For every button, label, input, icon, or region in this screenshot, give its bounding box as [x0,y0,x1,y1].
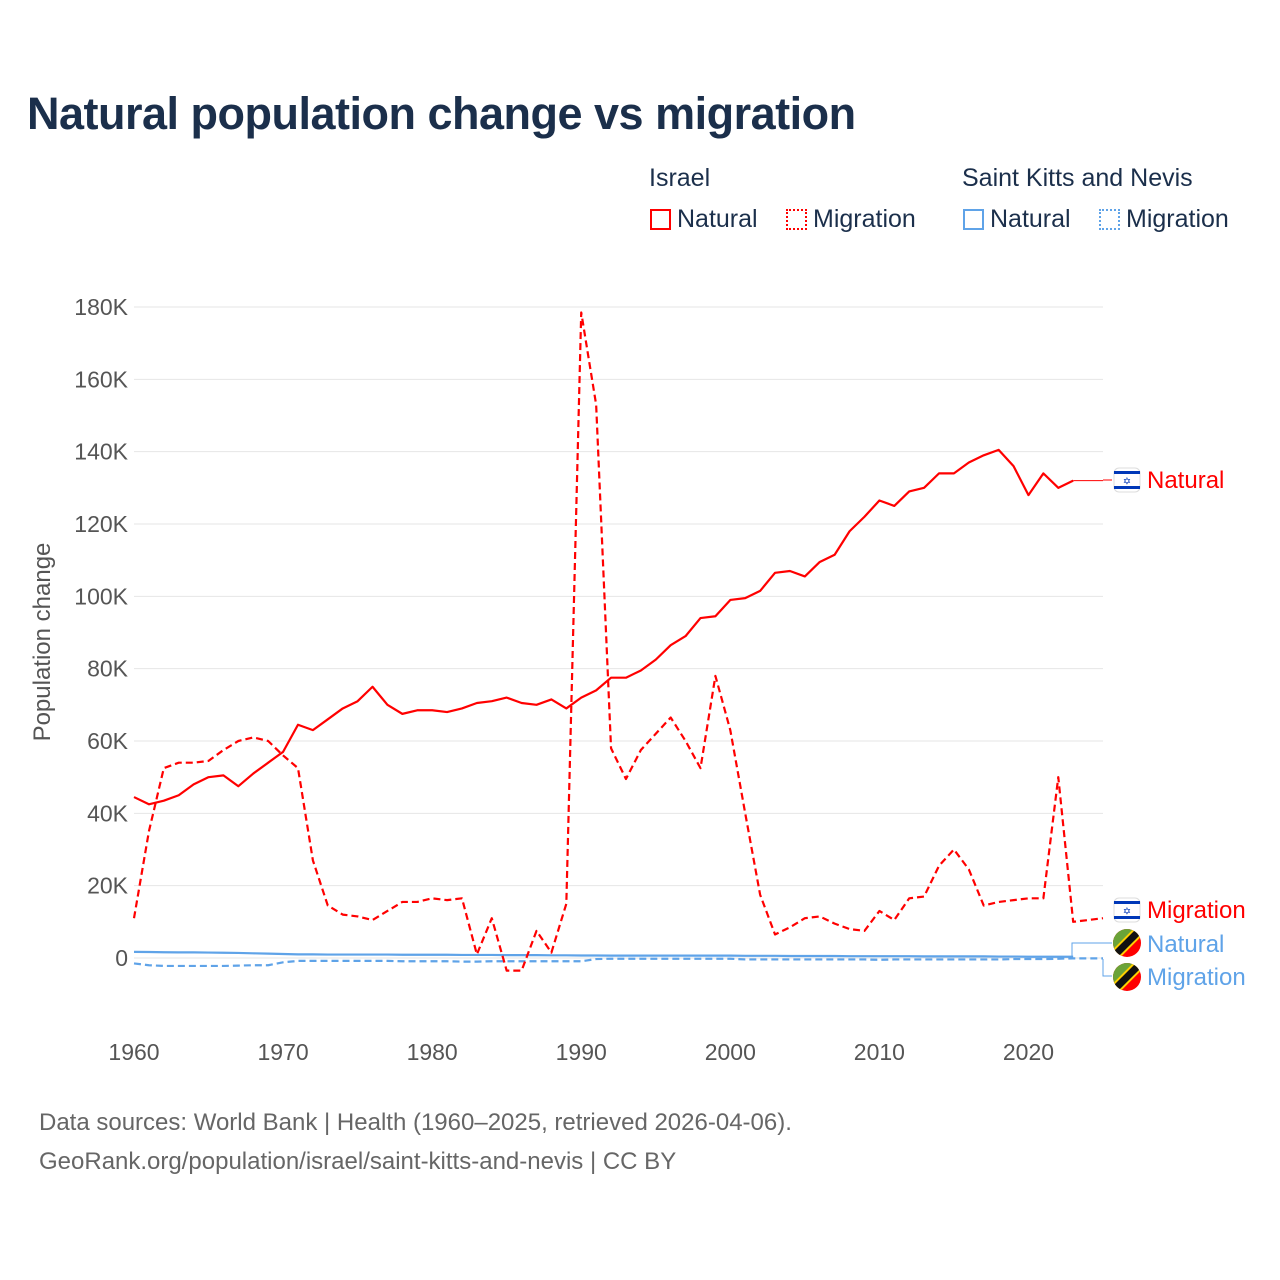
svg-text:✡: ✡ [1123,907,1131,918]
series-line-israel-natural [133,448,1074,806]
legend-label: Migration [1126,205,1229,233]
footer-sources: Data sources: World Bank | Health (1960–… [39,1109,792,1136]
dotted-swatch-icon [786,209,807,230]
y-tick-label: 40K [87,800,129,826]
y-tick-label: 140K [74,439,128,465]
legend-skn-migration[interactable]: Migration [1099,205,1229,234]
footer-link[interactable]: GeoRank.org/population/israel/saint-kitt… [39,1148,677,1175]
y-tick-label: 120K [74,511,128,537]
legend-skn-natural[interactable]: Natural [963,205,1071,234]
x-tick-label: 2000 [705,1039,756,1065]
x-tick-label: 2020 [1003,1039,1054,1065]
solid-swatch-icon [650,209,671,230]
x-tick-label: 2010 [854,1039,905,1065]
y-tick-label: 60K [87,728,129,754]
legend-group-skn: Saint Kitts and Nevis [962,164,1193,192]
end-label-skn-natural: Natural [1147,931,1224,958]
y-tick-label: 100K [74,583,128,609]
end-label-skn-migration: Migration [1147,964,1246,991]
x-tick-label: 1960 [108,1039,159,1065]
chart-title: Natural population change vs migration [27,88,856,139]
y-tick-label: 160K [74,366,128,392]
legend-label: Natural [677,205,758,233]
end-label-israel-migration: Migration [1147,897,1246,924]
legend-israel-migration[interactable]: Migration [786,205,916,234]
legend-label: Natural [990,205,1071,233]
y-tick-label: 80K [87,656,129,682]
dotted-swatch-icon [1099,209,1120,230]
legend-israel-natural[interactable]: Natural [650,205,758,234]
israel-flag-icon: ✡ [1113,897,1141,923]
x-tick-label: 1980 [407,1039,458,1065]
end-label-israel-natural: Natural [1147,467,1224,494]
israel-flag-icon: ✡ [1113,467,1141,493]
series-line-saint-kitts-and-nevis-natural [133,950,1074,958]
y-axis-label: Population change [29,543,56,742]
series-line-israel-migration [132,311,1104,972]
legend-group-israel: Israel [649,164,711,192]
y-tick-label: 0 [115,945,128,971]
legend-label: Migration [813,205,916,233]
saint-kitts-flag-icon [1113,963,1141,991]
y-tick-label: 180K [74,294,128,320]
x-tick-label: 1970 [257,1039,308,1065]
x-tick-label: 1990 [556,1039,607,1065]
svg-text:✡: ✡ [1123,477,1131,488]
solid-swatch-icon [963,209,984,230]
series-line-saint-kitts-and-nevis-migration [133,957,1103,968]
saint-kitts-flag-icon [1113,929,1141,957]
y-tick-label: 20K [87,873,129,899]
